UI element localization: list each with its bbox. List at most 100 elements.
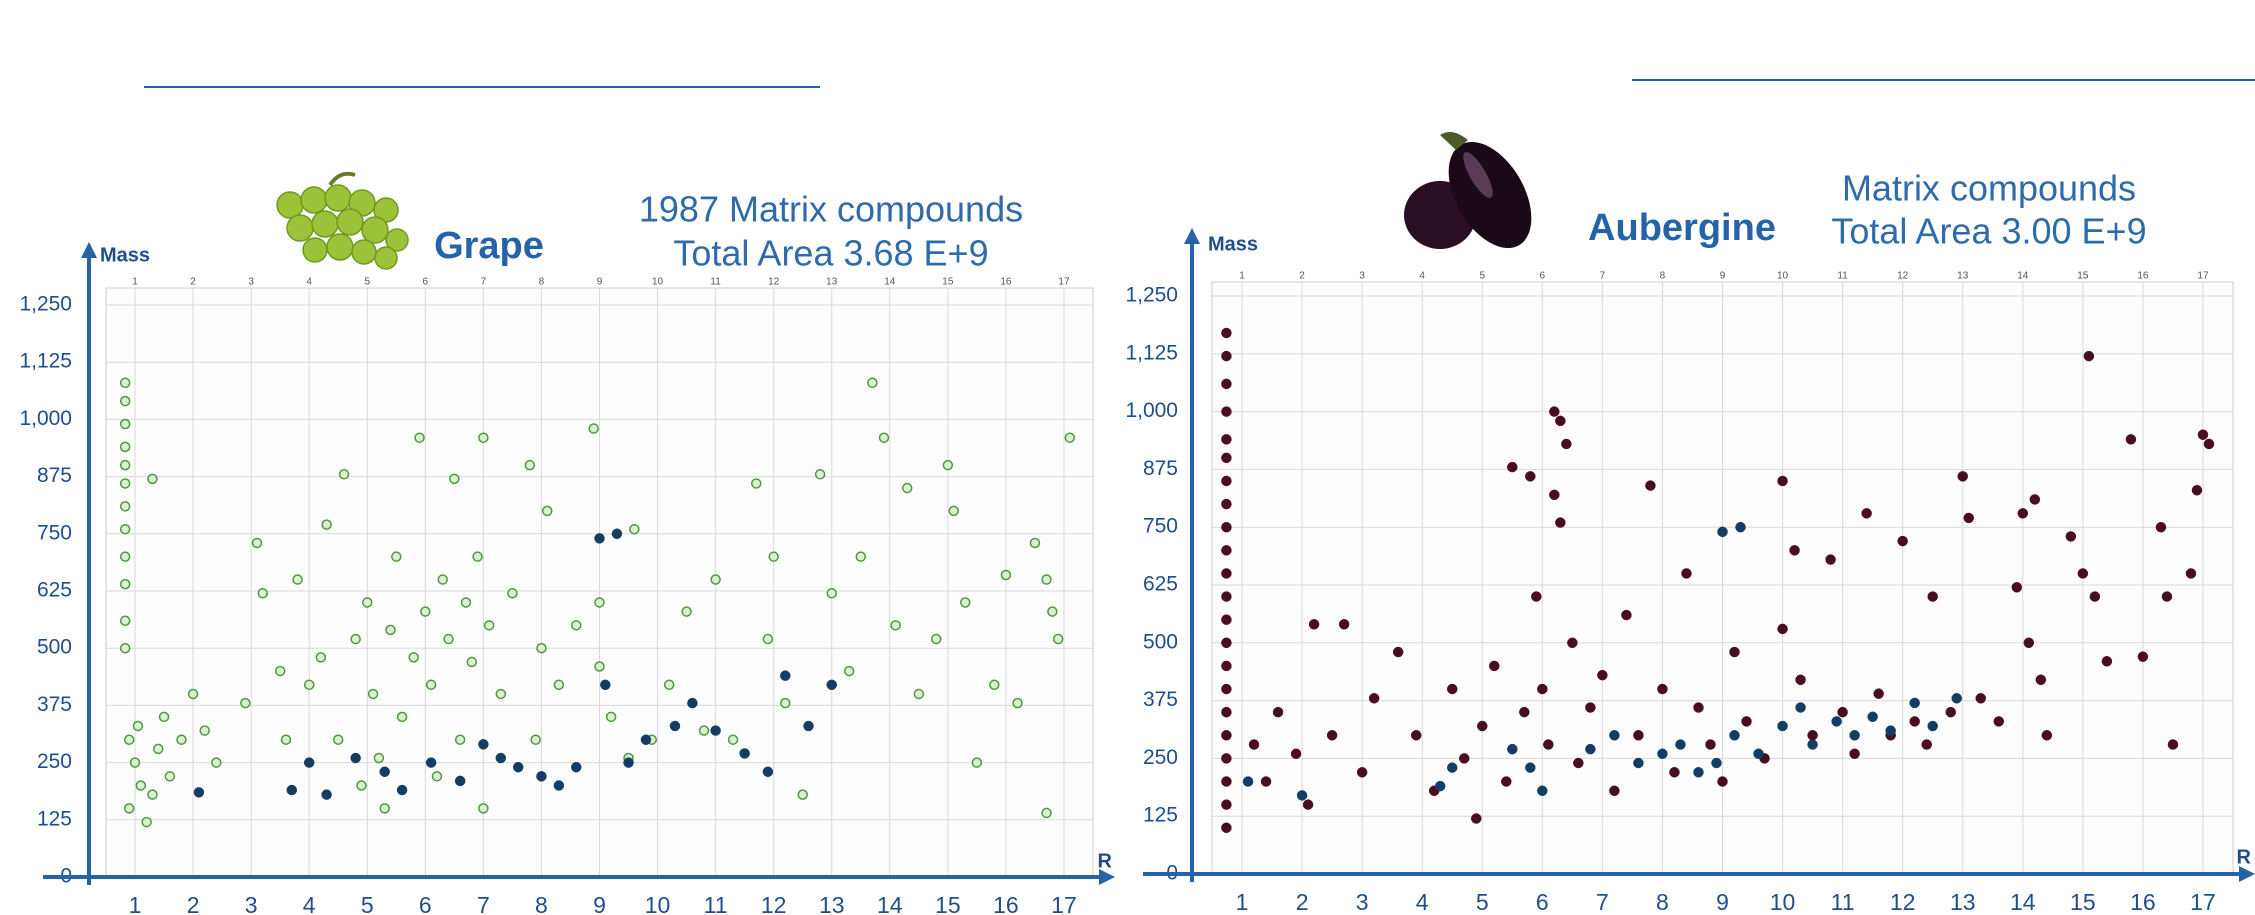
data-point: [711, 726, 721, 736]
data-point: [322, 790, 332, 800]
data-point: [1531, 592, 1541, 602]
data-point: [1291, 749, 1301, 759]
data-point: [2138, 652, 2148, 662]
data-point: [1705, 740, 1715, 750]
data-point: [1718, 777, 1728, 787]
x-tick-label: 17: [1051, 892, 1077, 915]
data-point: [2192, 485, 2202, 495]
data-point: [1778, 624, 1788, 634]
data-point: [1958, 471, 1968, 481]
data-point: [479, 433, 488, 442]
data-point: [1621, 610, 1631, 620]
top-tick-label: 11: [710, 277, 721, 288]
data-point: [1525, 471, 1535, 481]
y-axis-arrow: [1184, 228, 1200, 244]
x-axis-arrow: [2239, 866, 2255, 882]
data-point: [600, 680, 610, 690]
data-point: [827, 589, 836, 598]
data-point: [369, 689, 378, 698]
top-tick-label: 14: [2017, 271, 2029, 282]
data-point: [133, 721, 142, 730]
data-point: [1243, 777, 1253, 787]
top-tick-label: 2: [1299, 271, 1305, 282]
x-tick-label: 11: [704, 892, 728, 915]
data-point: [1609, 730, 1619, 740]
data-point: [455, 776, 465, 786]
x-tick-label: 11: [1831, 889, 1855, 915]
data-point: [554, 680, 563, 689]
data-point: [1221, 661, 1231, 671]
data-point: [121, 644, 130, 653]
top-tick-label: 16: [2137, 271, 2149, 282]
data-point: [212, 758, 221, 767]
data-point: [641, 735, 651, 745]
data-point: [1994, 716, 2004, 726]
y-tick-label: 375: [37, 693, 72, 716]
data-point: [1261, 777, 1271, 787]
data-point: [543, 506, 552, 515]
x-tick-label: 2: [1296, 889, 1309, 915]
data-point: [1221, 328, 1231, 338]
data-point: [1573, 758, 1583, 768]
data-point: [121, 525, 130, 534]
x-tick-label: 3: [1356, 889, 1369, 915]
data-point: [1221, 800, 1231, 810]
data-point: [1221, 615, 1231, 625]
data-point: [1952, 693, 1962, 703]
data-point: [258, 589, 267, 598]
data-point: [1489, 661, 1499, 671]
x-tick-label: 9: [1716, 889, 1729, 915]
x-tick-label: 17: [2190, 889, 2216, 915]
data-point: [1922, 740, 1932, 750]
data-point: [444, 635, 453, 644]
x-tick-label: 10: [645, 892, 671, 915]
data-point: [1249, 740, 1259, 750]
data-point: [1273, 707, 1283, 717]
top-tick-label: 7: [1600, 271, 1606, 282]
data-point: [508, 589, 517, 598]
data-point: [1711, 758, 1721, 768]
y-axis-label: Mass: [1208, 233, 1258, 255]
data-point: [194, 787, 204, 797]
data-point: [136, 781, 145, 790]
data-point: [972, 758, 981, 767]
data-point: [392, 552, 401, 561]
data-point: [1435, 781, 1445, 791]
data-point: [1477, 721, 1487, 731]
data-point: [1796, 675, 1806, 685]
data-point: [845, 667, 854, 676]
y-tick-label: 1,125: [1125, 341, 1178, 364]
data-point: [2024, 638, 2034, 648]
data-point: [1221, 753, 1231, 763]
data-point: [450, 474, 459, 483]
data-point: [485, 621, 494, 630]
data-point: [670, 721, 680, 731]
data-point: [729, 735, 738, 744]
y-tick-label: 750: [37, 521, 72, 544]
data-point: [427, 680, 436, 689]
data-point: [1928, 592, 1938, 602]
data-point: [1585, 744, 1595, 754]
data-point: [630, 525, 639, 534]
x-tick-label: 1: [1236, 889, 1249, 915]
top-tick-label: 3: [248, 277, 254, 288]
data-point: [1519, 707, 1529, 717]
y-tick-label: 1,250: [1125, 284, 1178, 307]
data-point: [1447, 763, 1457, 773]
data-point: [711, 575, 720, 584]
x-tick-label: 15: [935, 892, 961, 915]
data-point: [513, 762, 523, 772]
data-point: [1048, 607, 1057, 616]
data-point: [1946, 707, 1956, 717]
data-point: [1778, 721, 1788, 731]
data-point: [1549, 490, 1559, 500]
data-point: [1850, 749, 1860, 759]
data-point: [1501, 777, 1511, 787]
data-point: [990, 680, 999, 689]
data-point: [241, 699, 250, 708]
top-tick-label: 13: [826, 277, 838, 288]
x-tick-label: 16: [993, 892, 1019, 915]
data-point: [380, 804, 389, 813]
data-point: [397, 785, 407, 795]
data-point: [121, 616, 130, 625]
